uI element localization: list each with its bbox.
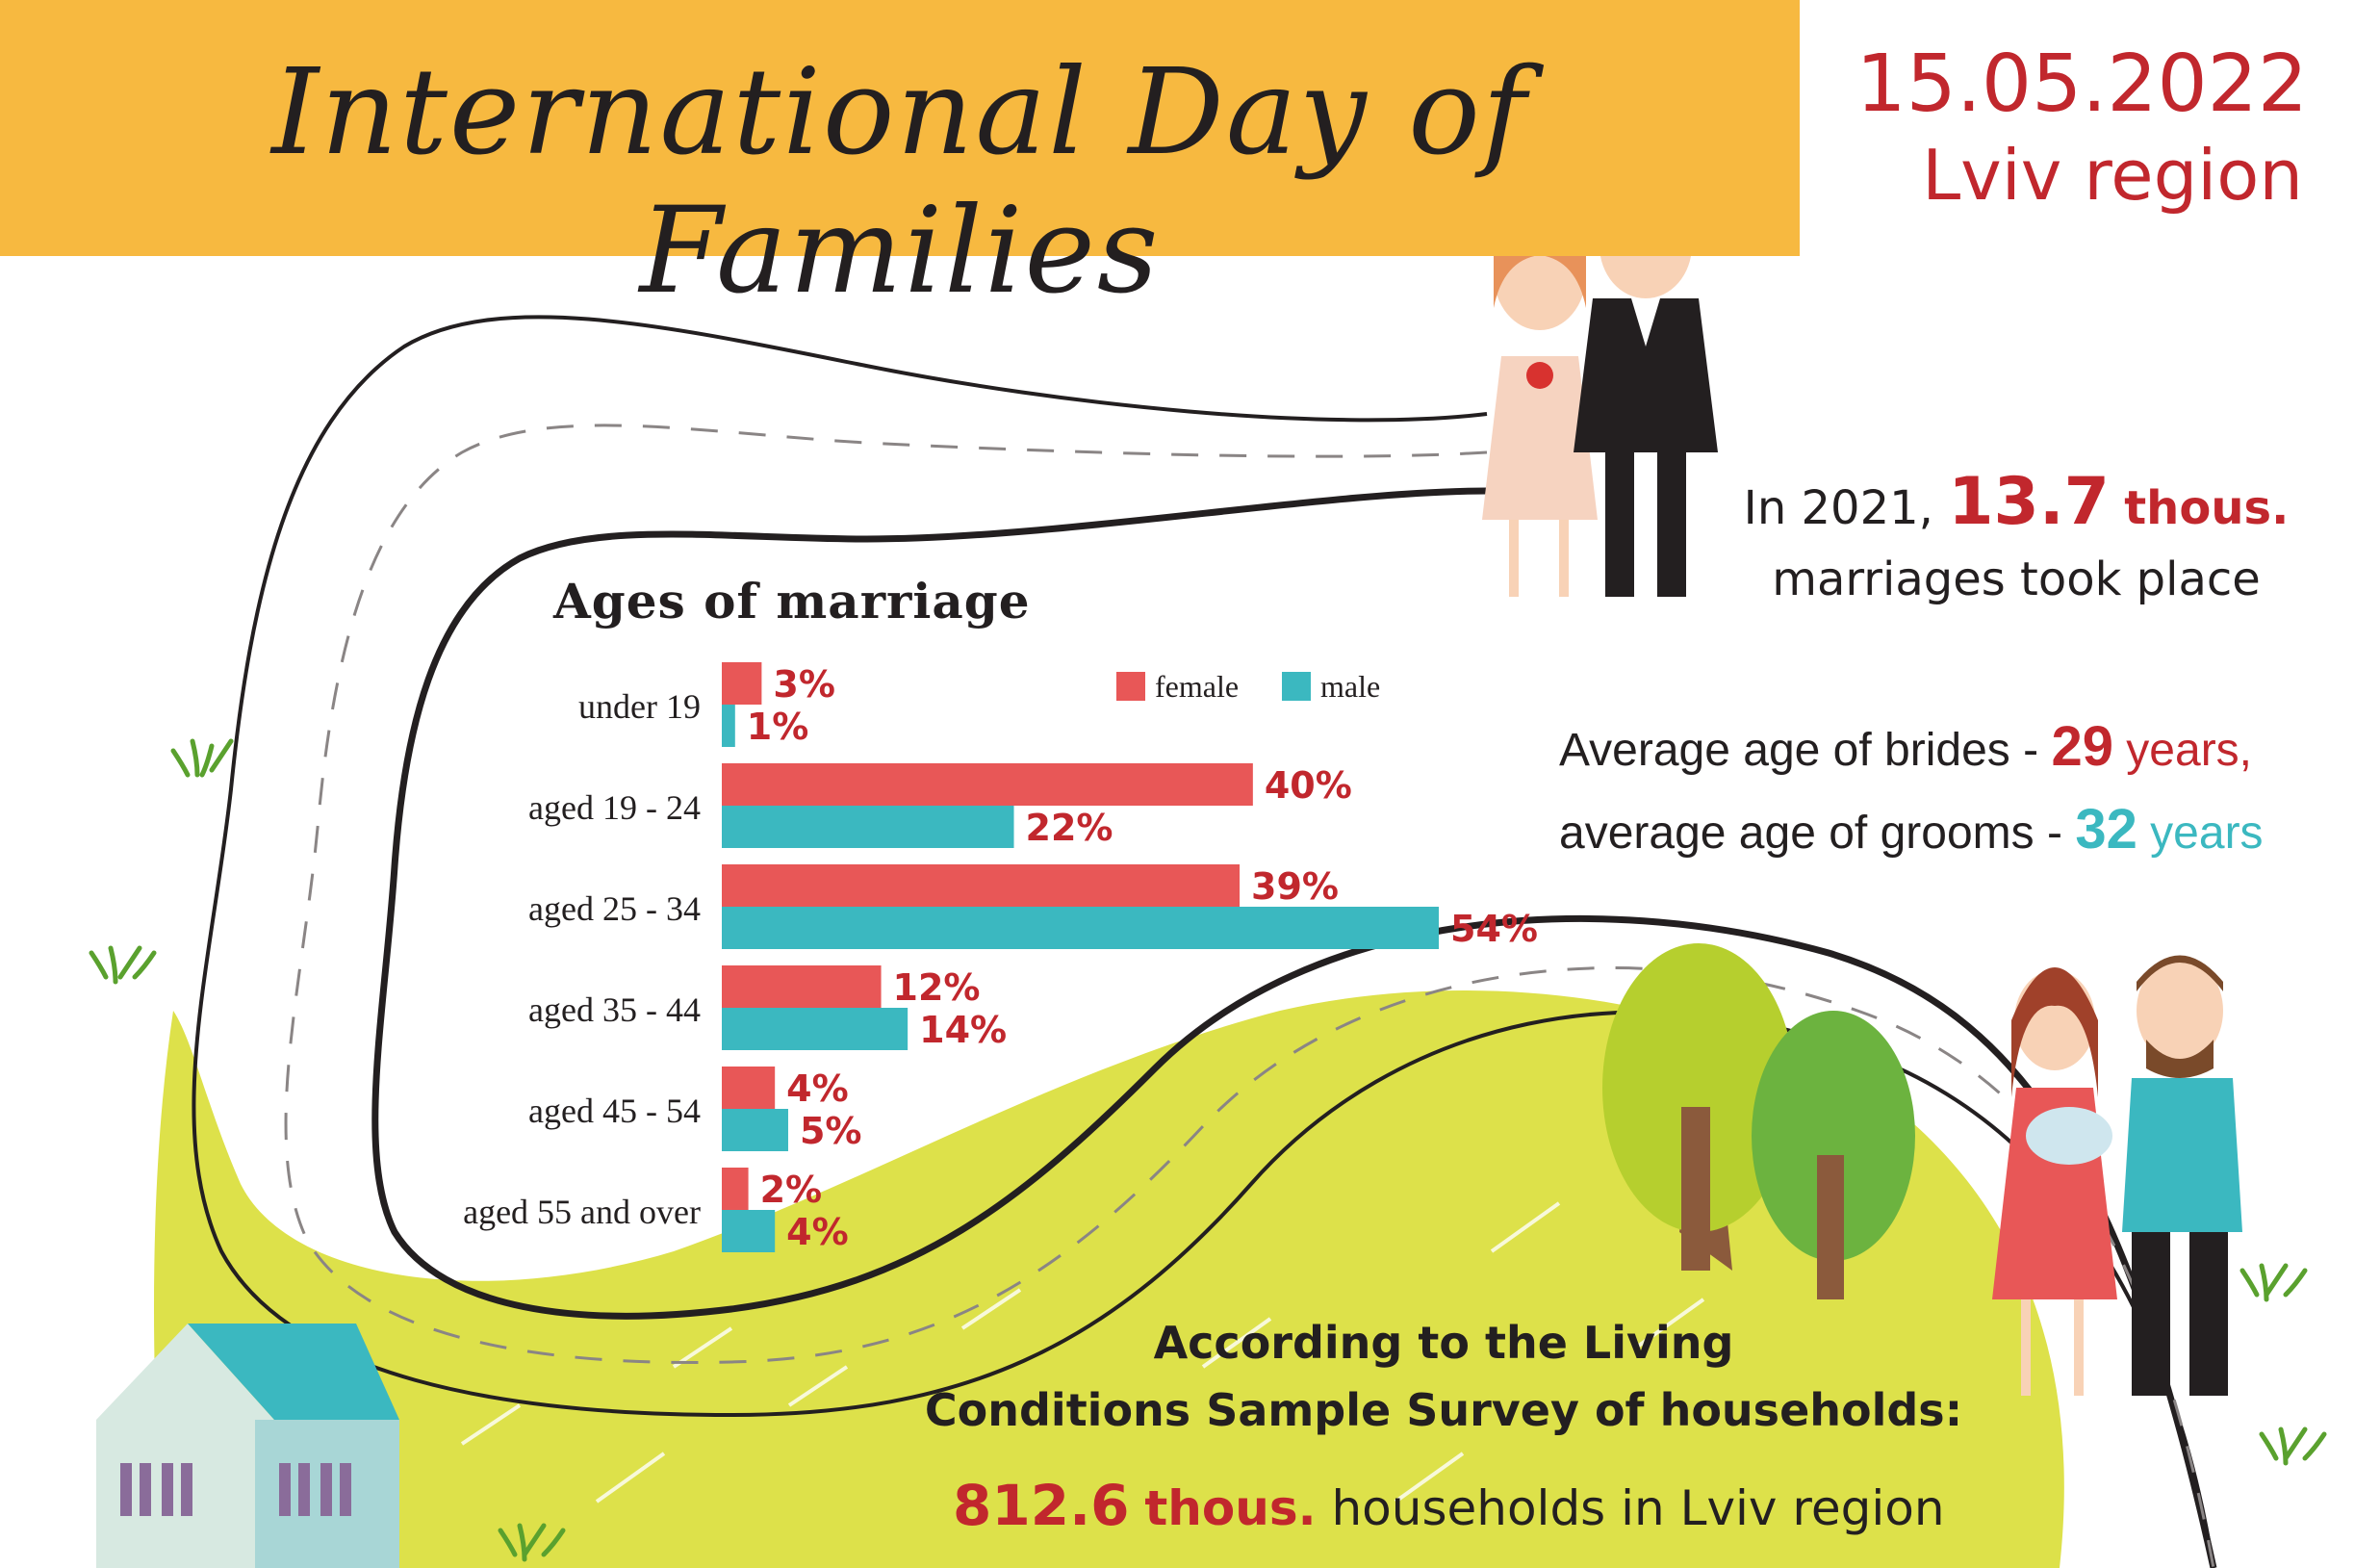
data-label-male: 4% [786, 1211, 849, 1253]
category-label: aged 25 - 34 [528, 889, 701, 928]
households-unit: thous. [1144, 1480, 1317, 1536]
chart-title: Ages of marriage [553, 573, 1031, 630]
survey-heading: According to the Living Conditions Sampl… [866, 1309, 2021, 1444]
legend-label-male: male [1320, 669, 1381, 704]
data-label-male: 54% [1450, 908, 1538, 950]
data-label-male: 14% [919, 1009, 1007, 1051]
road-inner-edge [371, 487, 2217, 1568]
tree-right [1752, 1011, 1915, 1299]
data-label-male: 22% [1026, 807, 1113, 849]
bar-female [722, 864, 1241, 907]
marriages-value: 13.7 [1948, 464, 2110, 540]
meadow [154, 990, 2064, 1568]
tree-left [1602, 943, 1795, 1271]
header-banner [0, 0, 1800, 256]
data-label-female: 2% [760, 1169, 823, 1211]
brides-value: 29 [2051, 715, 2113, 778]
grass-tufts [89, 738, 2327, 1562]
marriages-suffix: marriages took place [1772, 553, 2261, 606]
category-label: under 19 [578, 687, 701, 726]
category-label: aged 45 - 54 [528, 1092, 701, 1130]
data-label-female: 40% [1265, 764, 1352, 807]
data-label-female: 12% [893, 966, 981, 1009]
bar-female [722, 1168, 749, 1210]
households-text: households in Lviv region [1331, 1480, 1945, 1536]
data-label-male: 5% [800, 1110, 862, 1152]
survey-line-1: According to the Living [1153, 1317, 1734, 1369]
bar-female [722, 1067, 776, 1109]
households-value: 812.6 [953, 1473, 1130, 1538]
house [96, 1324, 399, 1568]
households-stat: 812.6 thous. households in Lviv region [953, 1473, 1963, 1538]
bar-male [722, 705, 735, 747]
category-label: aged 19 - 24 [528, 788, 701, 827]
brides-label: Average age of brides - [1559, 725, 2039, 776]
grooms-value: 32 [2075, 798, 2137, 861]
bar-male [722, 1109, 788, 1151]
meadow-strokes [460, 1201, 1888, 1504]
family-illustration [1992, 955, 2242, 1396]
legend-swatch-male [1282, 672, 1311, 701]
bar-male [722, 806, 1014, 848]
grooms-unit: years [2150, 808, 2264, 859]
page-title: International Day of Families [271, 43, 1528, 321]
data-label-female: 4% [786, 1067, 849, 1110]
legend-label-female: female [1155, 669, 1240, 704]
region-label: Lviv region [1922, 135, 2303, 216]
bar-female [722, 662, 762, 705]
marriages-unit: thous. [2124, 481, 2290, 535]
date-label: 15.05.2022 [1855, 39, 2309, 130]
legend-swatch-female [1116, 672, 1145, 701]
brides-unit: years, [2126, 725, 2253, 776]
bar-female [722, 965, 882, 1008]
legend-female: female [1116, 669, 1239, 705]
bar-male [722, 1008, 908, 1050]
grooms-label: average age of grooms - [1559, 808, 2062, 859]
data-label-male: 1% [747, 706, 809, 748]
road-center-line [284, 424, 2215, 1568]
category-label: aged 35 - 44 [528, 990, 701, 1029]
marriages-prefix: In 2021, [1743, 481, 1933, 535]
bar-male [722, 907, 1439, 949]
average-age-stat: Average age of brides - 29 years, averag… [1559, 707, 2348, 873]
survey-line-2: Conditions Sample Survey of households: [924, 1384, 1963, 1436]
legend-male: male [1282, 669, 1380, 705]
bar-female [722, 763, 1253, 806]
category-label: aged 55 and over [463, 1193, 701, 1231]
bar-male [722, 1210, 776, 1252]
marriages-stat: In 2021, 13.7 thous. marriages took plac… [1703, 467, 2329, 615]
data-label-female: 39% [1251, 865, 1339, 908]
data-label-female: 3% [773, 663, 835, 706]
